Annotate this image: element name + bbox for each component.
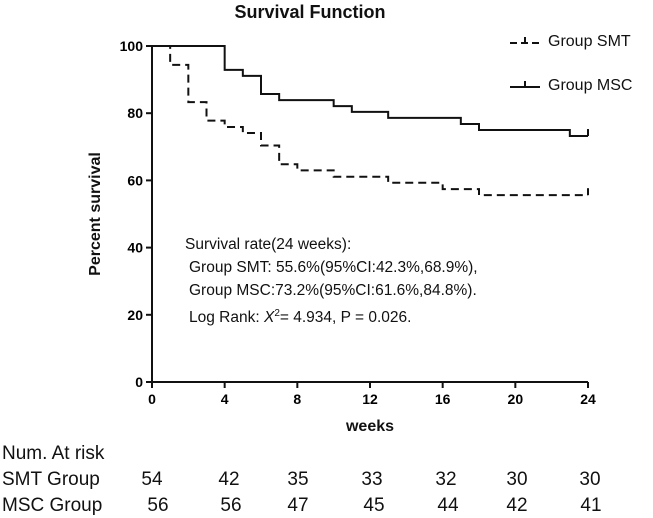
logrank-rest: = 4.934, P = 0.026. — [279, 309, 412, 327]
y-axis-label: Percent survival — [87, 152, 104, 276]
at-risk-value: 56 — [147, 495, 169, 516]
logrank-prefix: Log Rank: — [189, 309, 264, 327]
y-tick-label: 0 — [135, 374, 143, 390]
legend-label-msc: Group MSC — [548, 77, 633, 94]
annotation-line1: Survival rate(24 weeks): — [185, 236, 352, 253]
x-tick-label: 20 — [508, 391, 524, 407]
x-tick-label: 0 — [148, 391, 156, 407]
at-risk-heading: Num. At risk — [2, 443, 105, 464]
at-risk-value: 30 — [506, 469, 528, 490]
at-risk-value: 35 — [287, 469, 309, 490]
at-risk-value: 32 — [435, 469, 457, 490]
annotation-logrank: Log Rank: X2= 4.934, P = 0.026. — [189, 308, 411, 327]
y-tick-label: 20 — [127, 307, 143, 323]
at-risk-value: 54 — [141, 469, 163, 490]
y-tick-label: 60 — [127, 172, 143, 188]
at-risk-value: 47 — [287, 495, 309, 516]
chi-symbol: X — [263, 309, 275, 327]
at-risk-value: 41 — [580, 495, 602, 516]
at-risk-value: 45 — [363, 495, 385, 516]
chart-title: Survival Function — [234, 2, 386, 22]
at-risk-label-msc: MSC Group — [2, 495, 103, 516]
x-tick-label: 8 — [293, 391, 301, 407]
x-tick-label: 4 — [221, 391, 229, 407]
y-tick-label: 80 — [127, 105, 143, 121]
at-risk-value: 56 — [220, 495, 242, 516]
at-risk-value: 44 — [437, 495, 459, 516]
legend-label-smt: Group SMT — [548, 33, 631, 50]
x-tick-label: 16 — [435, 391, 451, 407]
chi-exponent: 2 — [274, 308, 280, 319]
y-tick-label: 40 — [127, 240, 143, 256]
survival-curve-smt — [152, 45, 588, 197]
at-risk-value: 42 — [218, 469, 240, 490]
at-risk-value: 30 — [579, 469, 601, 490]
annotation-line2: Group SMT: 55.6%(95%CI:42.3%,68.9%), — [189, 259, 478, 276]
annotation-line3: Group MSC:73.2%(95%CI:61.6%,84.8%). — [189, 282, 477, 299]
x-tick-label: 24 — [580, 391, 596, 407]
at-risk-value: 33 — [361, 469, 383, 490]
survival-curve-msc — [152, 45, 588, 138]
at-risk-label-smt: SMT Group — [2, 469, 100, 490]
x-tick-label: 12 — [362, 391, 378, 407]
y-tick-label: 100 — [120, 38, 144, 54]
x-axis-label: weeks — [345, 418, 395, 435]
at-risk-value: 42 — [506, 495, 528, 516]
